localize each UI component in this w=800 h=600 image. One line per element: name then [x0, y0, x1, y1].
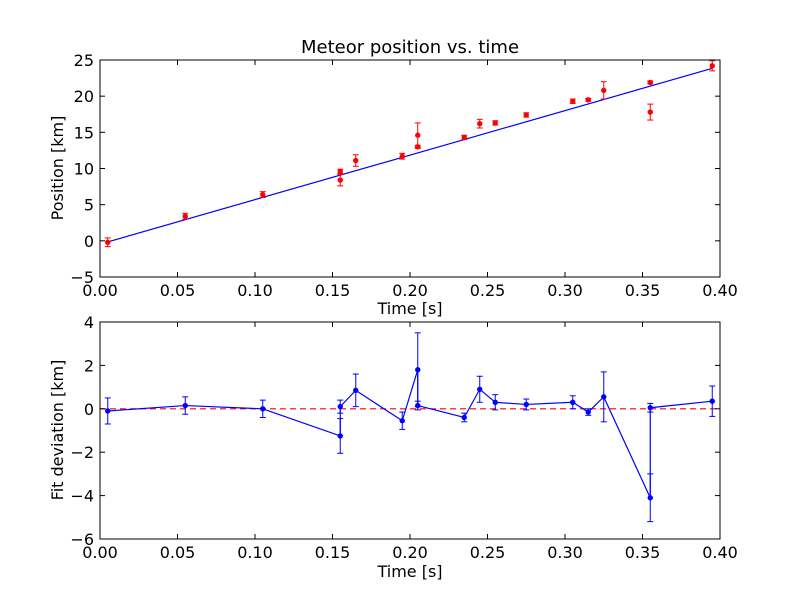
- y-tick-label: 25: [74, 51, 94, 70]
- x-tick-label: 0.00: [82, 281, 118, 300]
- data-point: [182, 402, 188, 409]
- y-tick-label: 10: [74, 160, 94, 179]
- y-tick-label: 5: [84, 196, 94, 215]
- x-tick-label: 0.10: [237, 281, 273, 300]
- x-tick-label: 0.20: [392, 281, 428, 300]
- series-line: [107, 369, 713, 499]
- x-tick-label: 0.15: [315, 543, 351, 562]
- data-point: [337, 168, 343, 175]
- data-point: [570, 98, 576, 104]
- data-point: [601, 87, 607, 94]
- fit-line: [107, 67, 713, 243]
- data-point: [585, 409, 591, 415]
- data-point: [415, 367, 421, 373]
- data-point: [337, 433, 343, 439]
- data-point: [399, 153, 405, 159]
- x-tick-label: 0.40: [702, 281, 738, 300]
- y-tick-label: −2: [70, 443, 94, 462]
- x-tick-label: 0.05: [160, 543, 196, 562]
- x-tick-label: 0.30: [547, 281, 583, 300]
- x-tick-label: 0.25: [470, 543, 506, 562]
- data-point: [492, 120, 498, 126]
- y-tick-label: 0: [84, 232, 94, 251]
- chart-title: Meteor position vs. time: [301, 37, 519, 58]
- x-tick-label: 0.35: [625, 543, 661, 562]
- data-point: [477, 120, 483, 127]
- fit-deviation-chart-marks: [100, 332, 720, 523]
- x-axis-label: Time [s]: [376, 299, 442, 318]
- x-tick-label: 0.00: [82, 543, 118, 562]
- y-tick-label: −4: [70, 487, 94, 506]
- x-tick-label: 0.15: [315, 281, 351, 300]
- y-tick-label: 4: [84, 313, 94, 332]
- x-tick-label: 0.35: [625, 281, 661, 300]
- data-point: [492, 399, 498, 405]
- data-point: [415, 132, 421, 138]
- data-point: [337, 177, 343, 183]
- data-point: [260, 191, 266, 198]
- x-tick-label: 0.05: [160, 281, 196, 300]
- x-tick-label: 0.30: [547, 543, 583, 562]
- data-point: [337, 403, 343, 410]
- data-point: [647, 109, 653, 115]
- data-point: [570, 399, 576, 405]
- y-tick-label: 20: [74, 87, 94, 106]
- position-chart: Meteor position vs. time 0.00 0.05 0.10 0.1…: [48, 37, 738, 318]
- data-point: [601, 394, 607, 400]
- data-point: [105, 408, 111, 414]
- data-point: [647, 405, 653, 411]
- data-point: [415, 402, 421, 409]
- data-point: [647, 495, 653, 501]
- x-axis-label: Time [s]: [376, 562, 442, 581]
- data-point: [353, 157, 359, 164]
- y-tick-label: 0: [84, 400, 94, 419]
- data-point: [260, 406, 266, 412]
- y-tick-label: 2: [84, 356, 94, 375]
- data-point: [461, 414, 467, 421]
- data-point: [709, 398, 715, 404]
- y-axis-label: Fit deviation [km]: [48, 360, 67, 501]
- fit-deviation-chart-frame: [99, 321, 721, 540]
- data-point: [709, 63, 715, 69]
- data-point: [461, 134, 467, 141]
- data-point: [415, 144, 421, 150]
- fit-deviation-chart: 0.00 0.05 0.10 0.15 0.20 0.25 0.30 0.35 0.40 −6 −4…: [48, 313, 738, 581]
- y-axis-label: Position [km]: [48, 116, 67, 221]
- data-point: [585, 97, 591, 103]
- data-point: [523, 401, 529, 408]
- data-point: [105, 239, 111, 245]
- y-tick-label: −6: [70, 530, 94, 549]
- data-point: [647, 79, 653, 86]
- x-tick-label: 0.10: [237, 543, 273, 562]
- y-tick-label: −5: [70, 268, 94, 287]
- x-tick-label: 0.40: [702, 543, 738, 562]
- data-point: [353, 387, 359, 394]
- position-chart-ticks: 0.00 0.05 0.10 0.15 0.20 0.25 0.30 0.35 0.40 −5 0 5…: [70, 51, 737, 300]
- data-point: [477, 386, 483, 392]
- data-point: [182, 213, 188, 219]
- fit-deviation-chart-ticks: 0.00 0.05 0.10 0.15 0.20 0.25 0.30 0.35 0.40 −6 −4…: [70, 313, 737, 562]
- data-point: [523, 112, 529, 118]
- y-tick-label: 15: [74, 123, 94, 142]
- x-tick-label: 0.20: [392, 543, 428, 562]
- x-tick-label: 0.25: [470, 281, 506, 300]
- data-point: [399, 418, 405, 424]
- position-chart-marks: [104, 60, 716, 248]
